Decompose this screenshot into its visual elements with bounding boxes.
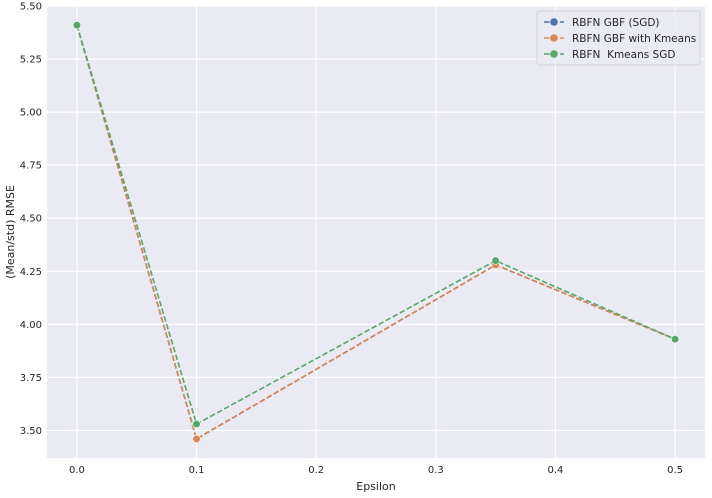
legend-label: RBFN GBF (SGD) [572,17,660,29]
data-point [192,419,201,429]
legend-marker [550,50,558,58]
x-tick-labels: 0.0 0.1 0.2 0.3 0.4 0.5 [69,465,683,476]
legend-label: RBFN Kmeans SGD [572,49,675,61]
y-tick-label: 4.00 [20,320,42,331]
plot-background [47,6,705,458]
series-line [76,24,676,441]
data-point [192,434,201,444]
y-axis-label: (Mean/std) RMSE [4,185,17,279]
data-point [670,335,680,344]
y-tick-label: 5.50 [20,2,42,13]
y-tick-label: 3.50 [20,426,42,437]
legend: RBFN GBF (SGD) RBFN GBF with Kmeans RBFN K… [536,10,701,66]
series-3 [72,20,680,429]
x-tick-label: 0.2 [308,465,324,476]
y-tick-label: 4.50 [20,214,42,225]
data-point [72,20,82,30]
y-tick-label: 4.25 [20,267,42,278]
legend-item: RBFN GBF (SGD) [544,17,660,29]
x-tick-label: 0.0 [69,465,85,476]
data-point [491,256,500,265]
legend-box [536,10,701,66]
series-lines [72,20,680,444]
legend-label: RBFN GBF with Kmeans [572,33,696,45]
x-tick-label: 0.3 [428,465,444,476]
series-line [76,24,676,426]
legend-item: RBFN Kmeans SGD [544,49,675,61]
y-tick-label: 5.00 [20,108,42,119]
legend-marker [550,18,558,26]
y-tick-label: 5.25 [20,55,42,66]
x-tick-label: 0.5 [667,465,683,476]
legend-marker [550,34,558,42]
y-tick-label: 3.75 [20,373,42,384]
y-tick-labels: 3.50 3.75 4.00 4.25 4.50 4.75 5.00 5.25 5.50 [20,2,42,437]
y-tick-label: 4.75 [20,161,42,172]
x-tick-label: 0.1 [189,465,205,476]
x-axis-label: Epsilon [356,480,396,493]
legend-item: RBFN GBF with Kmeans [544,33,696,45]
x-tick-label: 0.4 [548,465,564,476]
